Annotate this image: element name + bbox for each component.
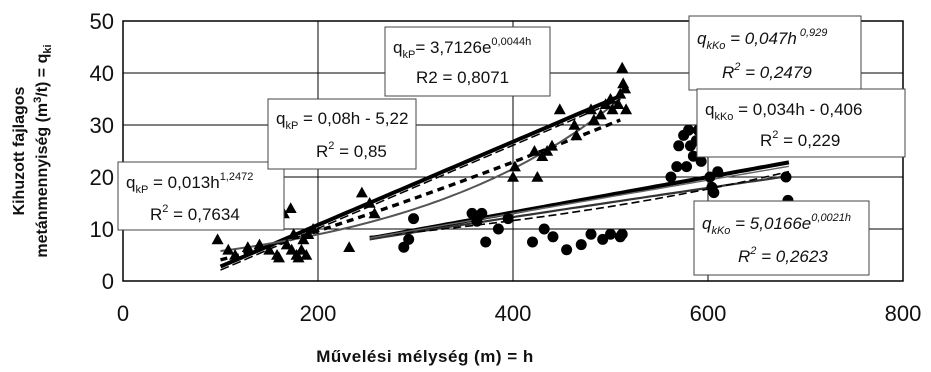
triangle-point (363, 197, 376, 208)
circle-point (492, 223, 504, 235)
circle-point (708, 187, 720, 199)
x-tick-label: 600 (690, 301, 727, 326)
y-tick-label: 20 (90, 165, 114, 190)
annotation-circ-power: qkKo = 0,047h 0,929 R2 = 0,2479 (688, 15, 862, 91)
circle-point (408, 213, 420, 225)
circle-point (575, 239, 587, 251)
circle-point (585, 228, 597, 240)
triangle-point (620, 103, 633, 115)
triangle-point (619, 82, 632, 94)
svg-text:R2 = 0,85: R2 = 0,85 (316, 140, 387, 161)
y-axis-title-line1: Kihuzott fajlagos (11, 86, 28, 215)
svg-text:qkKo = 0,034h - 0,406: qkKo = 0,034h - 0,406 (705, 100, 862, 123)
circle-point (538, 223, 550, 235)
triangle-linear-trendline (219, 94, 622, 269)
tick-labels: 0 200 400 600 800 0 10 20 30 40 50 (90, 9, 922, 326)
triangle-point (211, 233, 224, 245)
y-tick-label: 30 (90, 113, 114, 138)
circle-point (561, 244, 573, 256)
triangle-point (229, 249, 242, 260)
triangle-point (253, 238, 266, 250)
svg-text:R2 = 0,2479: R2 = 0,2479 (722, 61, 812, 82)
annotation-circ-exp: qkKo = 5,0166e0,0021h R2 = 0,2623 (693, 200, 870, 276)
circle-point (597, 233, 609, 245)
triangle-point (616, 61, 629, 73)
circle-point (687, 150, 699, 162)
circle-point (616, 228, 628, 240)
x-tick-label: 0 (117, 301, 129, 326)
circle-point (673, 140, 685, 152)
svg-text:R2 = 0,229: R2 = 0,229 (760, 129, 840, 150)
circle-point (476, 207, 488, 219)
triangle-point (263, 243, 276, 255)
annotation-tri-linear: qkP = 0,08h - 5,22 R2 = 0,85 (267, 98, 417, 170)
svg-text:qkP = 0,08h - 5,22: qkP = 0,08h - 5,22 (276, 109, 408, 132)
circle-point (780, 171, 792, 183)
y-axis-title-line2: metánmennyiség (m3/t) = qki (32, 44, 54, 257)
triangle-point (594, 108, 607, 120)
triangle-point (241, 241, 254, 252)
triangle-point (531, 171, 544, 182)
circle-point (547, 231, 559, 243)
x-tick-label: 800 (885, 301, 922, 326)
circle-point (712, 166, 724, 178)
circle-point (671, 161, 683, 173)
y-tick-label: 10 (90, 217, 114, 242)
triangle-point (604, 93, 617, 104)
circle-point (704, 171, 716, 183)
triangle-point (355, 186, 368, 198)
y-tick-label: 0 (102, 269, 114, 294)
svg-text:qkP = 0,013h1,2472: qkP = 0,013h1,2472 (126, 171, 253, 196)
circle-point (480, 236, 492, 248)
circle-point (502, 213, 514, 225)
triangle-point (568, 119, 581, 130)
triangle-point (295, 243, 308, 255)
triangle-point (280, 238, 293, 250)
triangle-point (287, 228, 300, 239)
triangle-point (546, 139, 558, 151)
x-tick-label: 400 (495, 301, 532, 326)
triangle-point (368, 207, 381, 219)
circle-point (683, 124, 694, 136)
y-tick-label: 40 (90, 61, 114, 86)
triangle-point (273, 251, 285, 263)
x-tick-label: 200 (300, 301, 337, 326)
triangle-point (585, 103, 597, 115)
svg-text:R2 = 0,8071: R2 = 0,8071 (416, 68, 509, 87)
triangle-point (507, 171, 519, 182)
circle-point (527, 236, 538, 248)
triangle-point (343, 241, 356, 252)
svg-text:qkP= 3,7126e0,0044h: qkP= 3,7126e0,0044h (393, 36, 531, 61)
svg-text:qkKo = 0,047h 0,929: qkKo = 0,047h 0,929 (697, 27, 827, 52)
triangle-point (508, 160, 521, 172)
svg-text:R2 = 0,2623: R2 = 0,2623 (738, 245, 828, 266)
circle-point (403, 233, 415, 245)
svg-text:R2 = 0,7634: R2 = 0,7634 (150, 203, 240, 224)
triangle-point (553, 103, 566, 115)
circle-point (695, 155, 707, 167)
svg-text:qkKo = 5,0166e0,0021h: qkKo = 5,0166e0,0021h (702, 212, 851, 237)
triangle-point (285, 243, 298, 255)
triangle-point (222, 243, 235, 255)
triangle-point (528, 145, 541, 156)
annotation-tri-power: qkP = 0,013h1,2472 R2 = 0,7634 (117, 161, 285, 231)
y-tick-label: 50 (90, 9, 114, 34)
annotation-circ-linear: qkKo = 0,034h - 0,406 R2 = 0,229 (696, 88, 906, 158)
annotation-tri-exp: qkP= 3,7126e0,0044h R2 = 0,8071 (384, 26, 551, 97)
circle-exp-trendline (369, 170, 790, 238)
circle-point (665, 171, 677, 183)
triangle-point (612, 98, 625, 109)
x-axis-title: Művelési mélység (m) = h (316, 347, 534, 366)
circle-linear-trendline (369, 165, 790, 239)
triangle-point (307, 223, 320, 234)
triangle-point (300, 249, 313, 260)
circle-point (605, 228, 616, 240)
triangle-point (284, 202, 297, 213)
triangle-point (587, 113, 600, 125)
triangle-point (570, 129, 583, 141)
circle-point (681, 161, 693, 173)
